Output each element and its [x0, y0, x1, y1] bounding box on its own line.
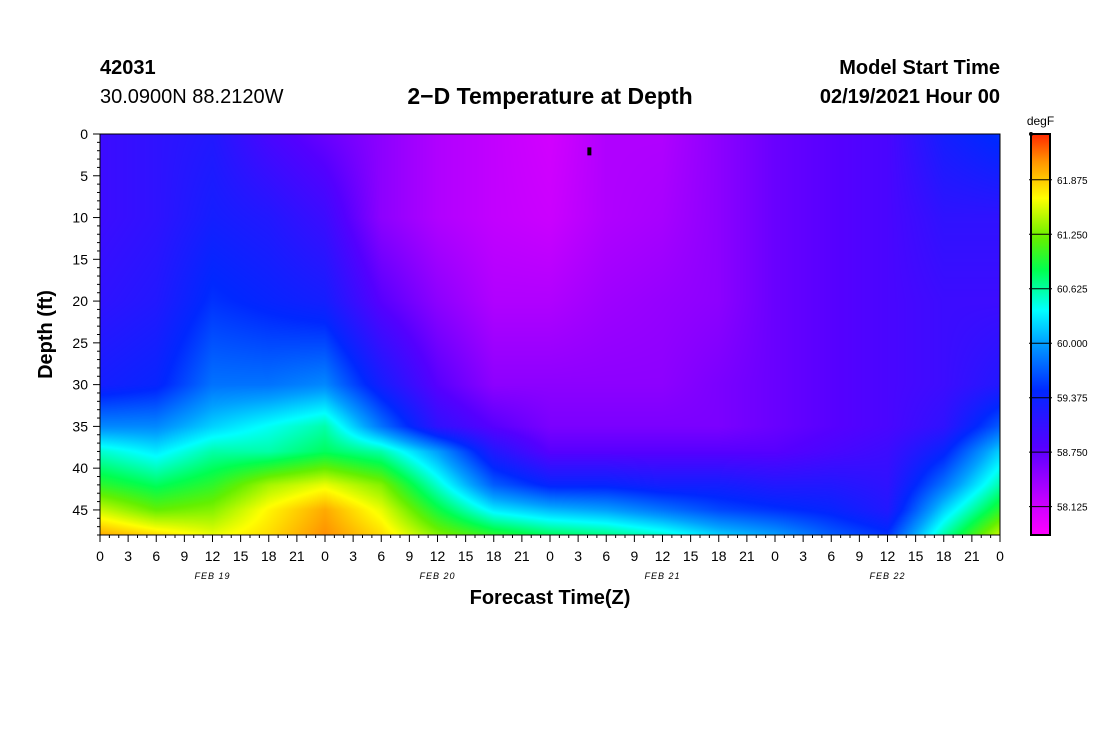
y-tick-label: 25	[72, 335, 88, 351]
y-tick-label: 10	[72, 210, 88, 226]
model-start-label: Model Start Time	[839, 57, 1000, 79]
buoy-marker	[587, 147, 592, 156]
date-label: FEB 22	[869, 571, 905, 581]
y-tick-label: 5	[80, 168, 88, 184]
y-tick-label: 20	[72, 293, 88, 309]
colorbar-tick-label: 60.000	[1057, 339, 1088, 350]
colorbar-ticks: 58.125 58.750 59.375 60.000 60.625 61.250 61.8…	[1029, 176, 1088, 514]
x-tick-label: 9	[180, 548, 188, 564]
x-tick-label: 12	[655, 548, 671, 564]
x-tick-label: 0	[771, 548, 779, 564]
colorbar-tick-label: 58.750	[1057, 448, 1088, 459]
x-axis: 0 3 6 9 12 15 18 21 0 3 6 9 12 15 18 21 0 3 6 9 12 15 18 21 0 3 6 9…	[96, 535, 1004, 564]
x-tick-label: 18	[261, 548, 277, 564]
colorbar-tick-label: 58.125	[1057, 503, 1088, 514]
colorbar-tick-label: 60.625	[1057, 285, 1088, 296]
model-start-time: 02/19/2021 Hour 00	[819, 86, 1000, 108]
x-tick-label: 3	[124, 548, 132, 564]
heatmap-surface	[100, 134, 1000, 535]
date-label: FEB 20	[419, 571, 455, 581]
station-id: 42031	[100, 57, 156, 79]
marker-dot	[587, 147, 592, 156]
colorbar-scale	[1030, 133, 1051, 536]
colorbar: degF 58.125 58.750 59.375 60.000 60.625 61.25…	[1027, 114, 1088, 536]
x-tick-label: 0	[321, 548, 329, 564]
date-label: FEB 19	[194, 571, 230, 581]
station-location: 30.0900N 88.2120W	[100, 86, 284, 108]
x-tick-label: 6	[602, 548, 610, 564]
colorbar-unit: degF	[1027, 114, 1054, 128]
x-tick-label: 21	[514, 548, 530, 564]
x-tick-label: 18	[936, 548, 952, 564]
x-tick-label: 12	[205, 548, 221, 564]
x-tick-label: 15	[233, 548, 249, 564]
y-tick-label: 0	[80, 126, 88, 142]
x-tick-label: 0	[996, 548, 1004, 564]
x-tick-label: 3	[349, 548, 357, 564]
y-tick-label: 30	[72, 377, 88, 393]
colorbar-corner-dot	[1029, 132, 1033, 136]
date-label: FEB 21	[644, 571, 680, 581]
x-tick-label: 9	[405, 548, 413, 564]
chart-title: 2−D Temperature at Depth	[407, 83, 693, 109]
x-tick-label: 21	[964, 548, 980, 564]
x-tick-label: 6	[152, 548, 160, 564]
y-axis-title: Depth (ft)	[35, 290, 57, 379]
colorbar-tick-label: 61.875	[1057, 176, 1088, 187]
colorbar-tick-label: 61.250	[1057, 230, 1088, 241]
x-tick-label: 15	[908, 548, 924, 564]
x-tick-label: 15	[458, 548, 474, 564]
date-labels: FEB 19 FEB 20 FEB 21 FEB 22	[194, 571, 905, 581]
x-tick-label: 12	[430, 548, 446, 564]
y-tick-label: 35	[72, 418, 88, 434]
x-axis-title: Forecast Time(Z)	[470, 587, 631, 609]
x-tick-label: 6	[827, 548, 835, 564]
x-tick-label: 18	[486, 548, 502, 564]
y-tick-label: 40	[72, 460, 88, 476]
x-tick-label: 12	[880, 548, 896, 564]
x-tick-label: 3	[799, 548, 807, 564]
x-tick-label: 15	[683, 548, 699, 564]
x-tick-label: 9	[630, 548, 638, 564]
colorbar-tick-label: 59.375	[1057, 394, 1088, 405]
y-tick-label: 45	[72, 502, 88, 518]
x-tick-label: 0	[96, 548, 104, 564]
y-axis: 0 5 10 15 20 25 30 35 40 45	[72, 126, 100, 536]
x-tick-label: 9	[855, 548, 863, 564]
x-tick-label: 3	[574, 548, 582, 564]
y-tick-label: 15	[72, 251, 88, 267]
x-tick-label: 21	[739, 548, 755, 564]
x-tick-label: 0	[546, 548, 554, 564]
x-tick-label: 6	[377, 548, 385, 564]
x-tick-label: 21	[289, 548, 305, 564]
x-tick-label: 18	[711, 548, 727, 564]
